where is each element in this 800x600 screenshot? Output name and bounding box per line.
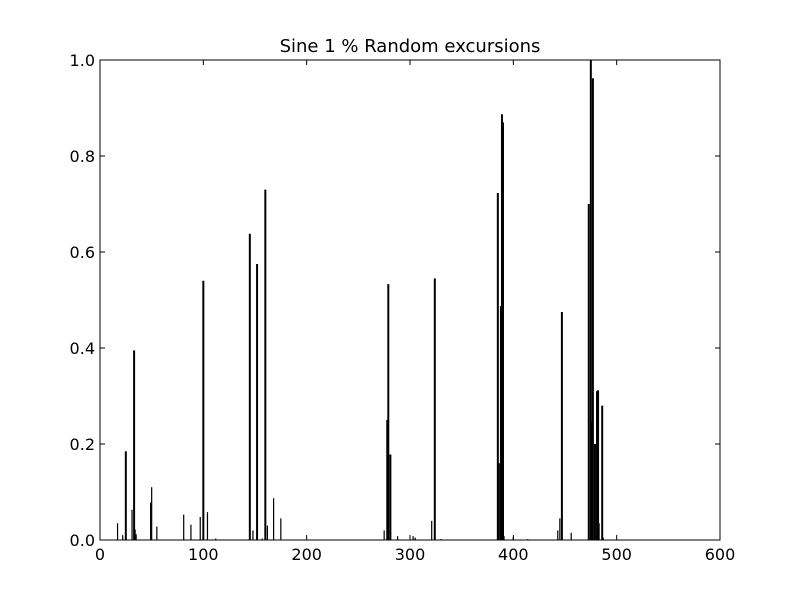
plot-area <box>100 60 720 541</box>
x-tick-label: 0 <box>95 545 105 564</box>
axes-frame <box>99 59 721 541</box>
x-tick-label: 300 <box>395 545 426 564</box>
y-tick-label: 0.8 <box>70 147 95 166</box>
x-tick-label: 400 <box>498 545 529 564</box>
x-tick-label: 200 <box>291 545 322 564</box>
chart-title: Sine 1 % Random excursions <box>280 36 541 57</box>
x-tick-label: 600 <box>705 545 736 564</box>
axes-ticks: 0 100 200 300 400 500 600 0.0 0.2 0.4 0.6 0.8 1.0 <box>70 51 736 564</box>
x-tick-label: 500 <box>601 545 632 564</box>
x-tick-label: 100 <box>188 545 219 564</box>
y-tick-label: 1.0 <box>70 51 95 70</box>
y-tick-label: 0.0 <box>70 531 95 550</box>
y-tick-label: 0.4 <box>70 339 95 358</box>
y-tick-label: 0.6 <box>70 243 95 262</box>
y-tick-label: 0.2 <box>70 435 95 454</box>
